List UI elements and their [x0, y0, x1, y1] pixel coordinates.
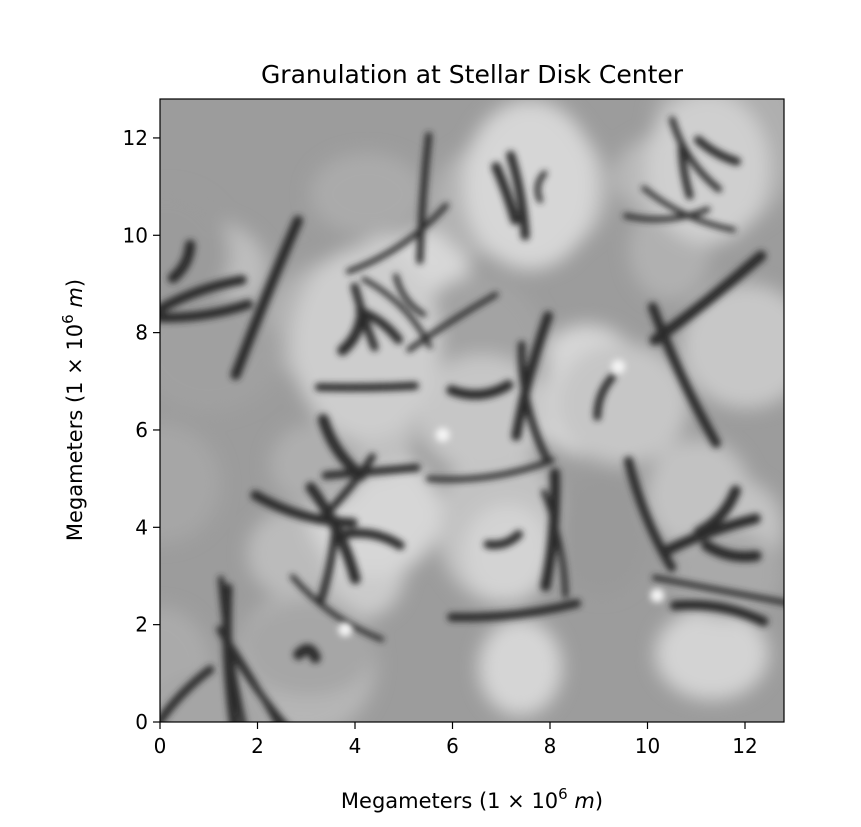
lane [447, 599, 581, 622]
x-tick-label: 4 [349, 734, 362, 758]
lane [315, 453, 376, 525]
granule [269, 422, 364, 507]
lane [426, 457, 555, 483]
lane [321, 463, 421, 480]
bright-point [338, 622, 353, 637]
lane [345, 202, 449, 275]
lane [700, 539, 762, 562]
lane [669, 116, 722, 193]
x-axis: 0 2 4 6 8 10 12 [154, 722, 758, 758]
lane [337, 313, 367, 356]
granule [463, 503, 553, 603]
lane [534, 170, 548, 204]
granule [309, 152, 425, 236]
lane [651, 574, 784, 606]
y-tick-label: 0 [135, 710, 148, 734]
lane [335, 528, 405, 550]
lane [216, 625, 287, 722]
lane [289, 574, 385, 642]
granule [416, 354, 548, 473]
lane [624, 456, 677, 573]
lane [506, 150, 530, 241]
y-tick-label: 12 [123, 126, 148, 150]
granule [655, 607, 769, 701]
granule [478, 618, 563, 716]
lane [541, 489, 569, 599]
lane [314, 381, 419, 392]
lane [677, 144, 694, 200]
intergranular-lanes [160, 116, 784, 722]
lane [693, 135, 741, 166]
bright-points [338, 359, 665, 637]
bright-point [435, 427, 450, 442]
y-tick-label: 10 [123, 223, 148, 247]
plot-area [160, 99, 784, 722]
lane [250, 490, 358, 528]
y-tick-label: 8 [135, 321, 148, 345]
y-axis-label: Megameters (1 × 106 m) [59, 279, 87, 541]
lane [483, 530, 523, 550]
granule [160, 189, 230, 318]
bright-point [650, 588, 665, 603]
y-tick-label: 4 [135, 515, 148, 539]
lane [511, 311, 553, 441]
lane [647, 302, 721, 448]
chart-title: Granulation at Stellar Disk Center [261, 60, 684, 89]
x-tick-label: 8 [544, 734, 557, 758]
lane [416, 131, 433, 265]
granule-cells [160, 99, 784, 722]
x-tick-label: 0 [154, 734, 167, 758]
lane [669, 599, 769, 627]
lane [305, 482, 361, 585]
granule [680, 283, 784, 409]
lane [222, 583, 239, 722]
lane [406, 291, 499, 353]
lane [393, 273, 427, 318]
granule [555, 474, 649, 594]
bright-point [611, 359, 626, 374]
granule [555, 342, 689, 465]
y-axis: 0 2 4 6 8 10 12 [123, 126, 160, 734]
lane [230, 215, 303, 380]
granule [462, 99, 597, 270]
y-tick-label: 2 [135, 613, 148, 637]
lane [491, 162, 520, 225]
x-tick-label: 12 [732, 734, 757, 758]
lane [317, 414, 367, 481]
lane [217, 575, 247, 722]
x-axis-label: Megameters (1 × 106 m) [341, 785, 603, 813]
y-tick-label: 6 [135, 418, 148, 442]
lane [623, 206, 711, 223]
x-tick-label: 10 [635, 734, 660, 758]
lane [160, 275, 247, 315]
plot-frame [159, 98, 785, 723]
granule [160, 423, 221, 544]
lane [446, 380, 514, 400]
lane [649, 250, 767, 346]
lane [160, 299, 254, 323]
lane [293, 643, 321, 664]
lane [593, 373, 616, 421]
lane [160, 665, 215, 722]
x-tick-label: 2 [251, 734, 264, 758]
x-tick-label: 6 [446, 734, 459, 758]
lane [641, 185, 737, 233]
lane [167, 239, 196, 284]
lane [664, 513, 761, 555]
